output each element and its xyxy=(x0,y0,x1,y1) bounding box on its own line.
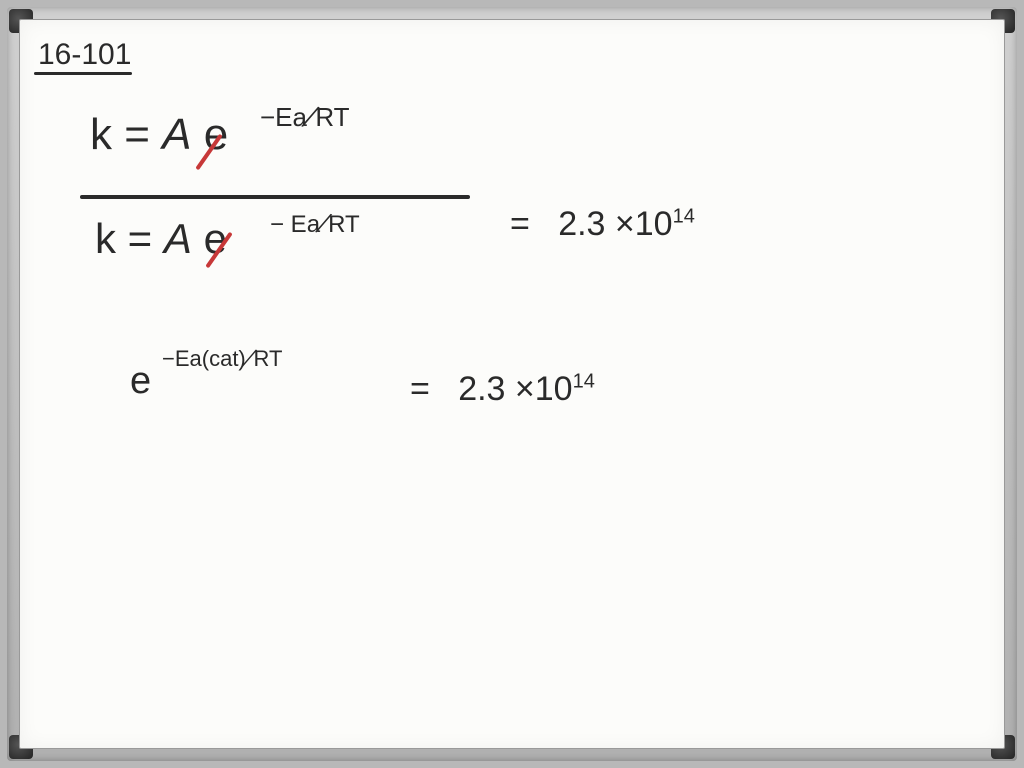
whiteboard-surface: 16-101 k = A e −Ea⁄RT k = A e − Ea⁄RT xyxy=(19,19,1005,749)
exponent-denominator: − Ea⁄RT xyxy=(270,211,360,239)
simplified-lhs: e −Ea(cat)⁄RT xyxy=(130,360,151,403)
fraction-bar xyxy=(80,195,470,199)
result-value: 2.3 ×10 xyxy=(558,205,672,243)
whiteboard-frame: 16-101 k = A e −Ea⁄RT k = A e − Ea⁄RT xyxy=(7,7,1017,761)
equation-denominator-text: k = A e − Ea⁄RT xyxy=(95,215,227,263)
fraction-result: = 2.3 ×1014 xyxy=(510,205,695,244)
var-A: A xyxy=(162,110,191,159)
exponent-simplified: −Ea(cat)⁄RT xyxy=(162,346,282,372)
arrhenius-denominator: k = A e − Ea⁄RT xyxy=(95,215,227,263)
var-A: A xyxy=(164,215,192,262)
simplified-result: = 2.3 ×1014 xyxy=(410,370,595,409)
result-value: 2.3 ×10 xyxy=(458,370,572,408)
exponent-numerator: −Ea⁄RT xyxy=(260,102,350,133)
var-k: k xyxy=(95,215,116,262)
equals-sign: = xyxy=(128,215,153,262)
simplified-equation: e −Ea(cat)⁄RT xyxy=(130,360,151,403)
var-k: k xyxy=(90,110,112,159)
problem-number-underline xyxy=(34,72,132,75)
var-e: e xyxy=(130,360,151,402)
equals-sign: = xyxy=(510,205,530,243)
equals-sign: = xyxy=(124,110,150,159)
equals-sign: = xyxy=(410,370,430,408)
result-exponent: 14 xyxy=(573,371,595,393)
problem-number: 16-101 xyxy=(38,38,131,72)
result-exponent: 14 xyxy=(673,206,695,228)
